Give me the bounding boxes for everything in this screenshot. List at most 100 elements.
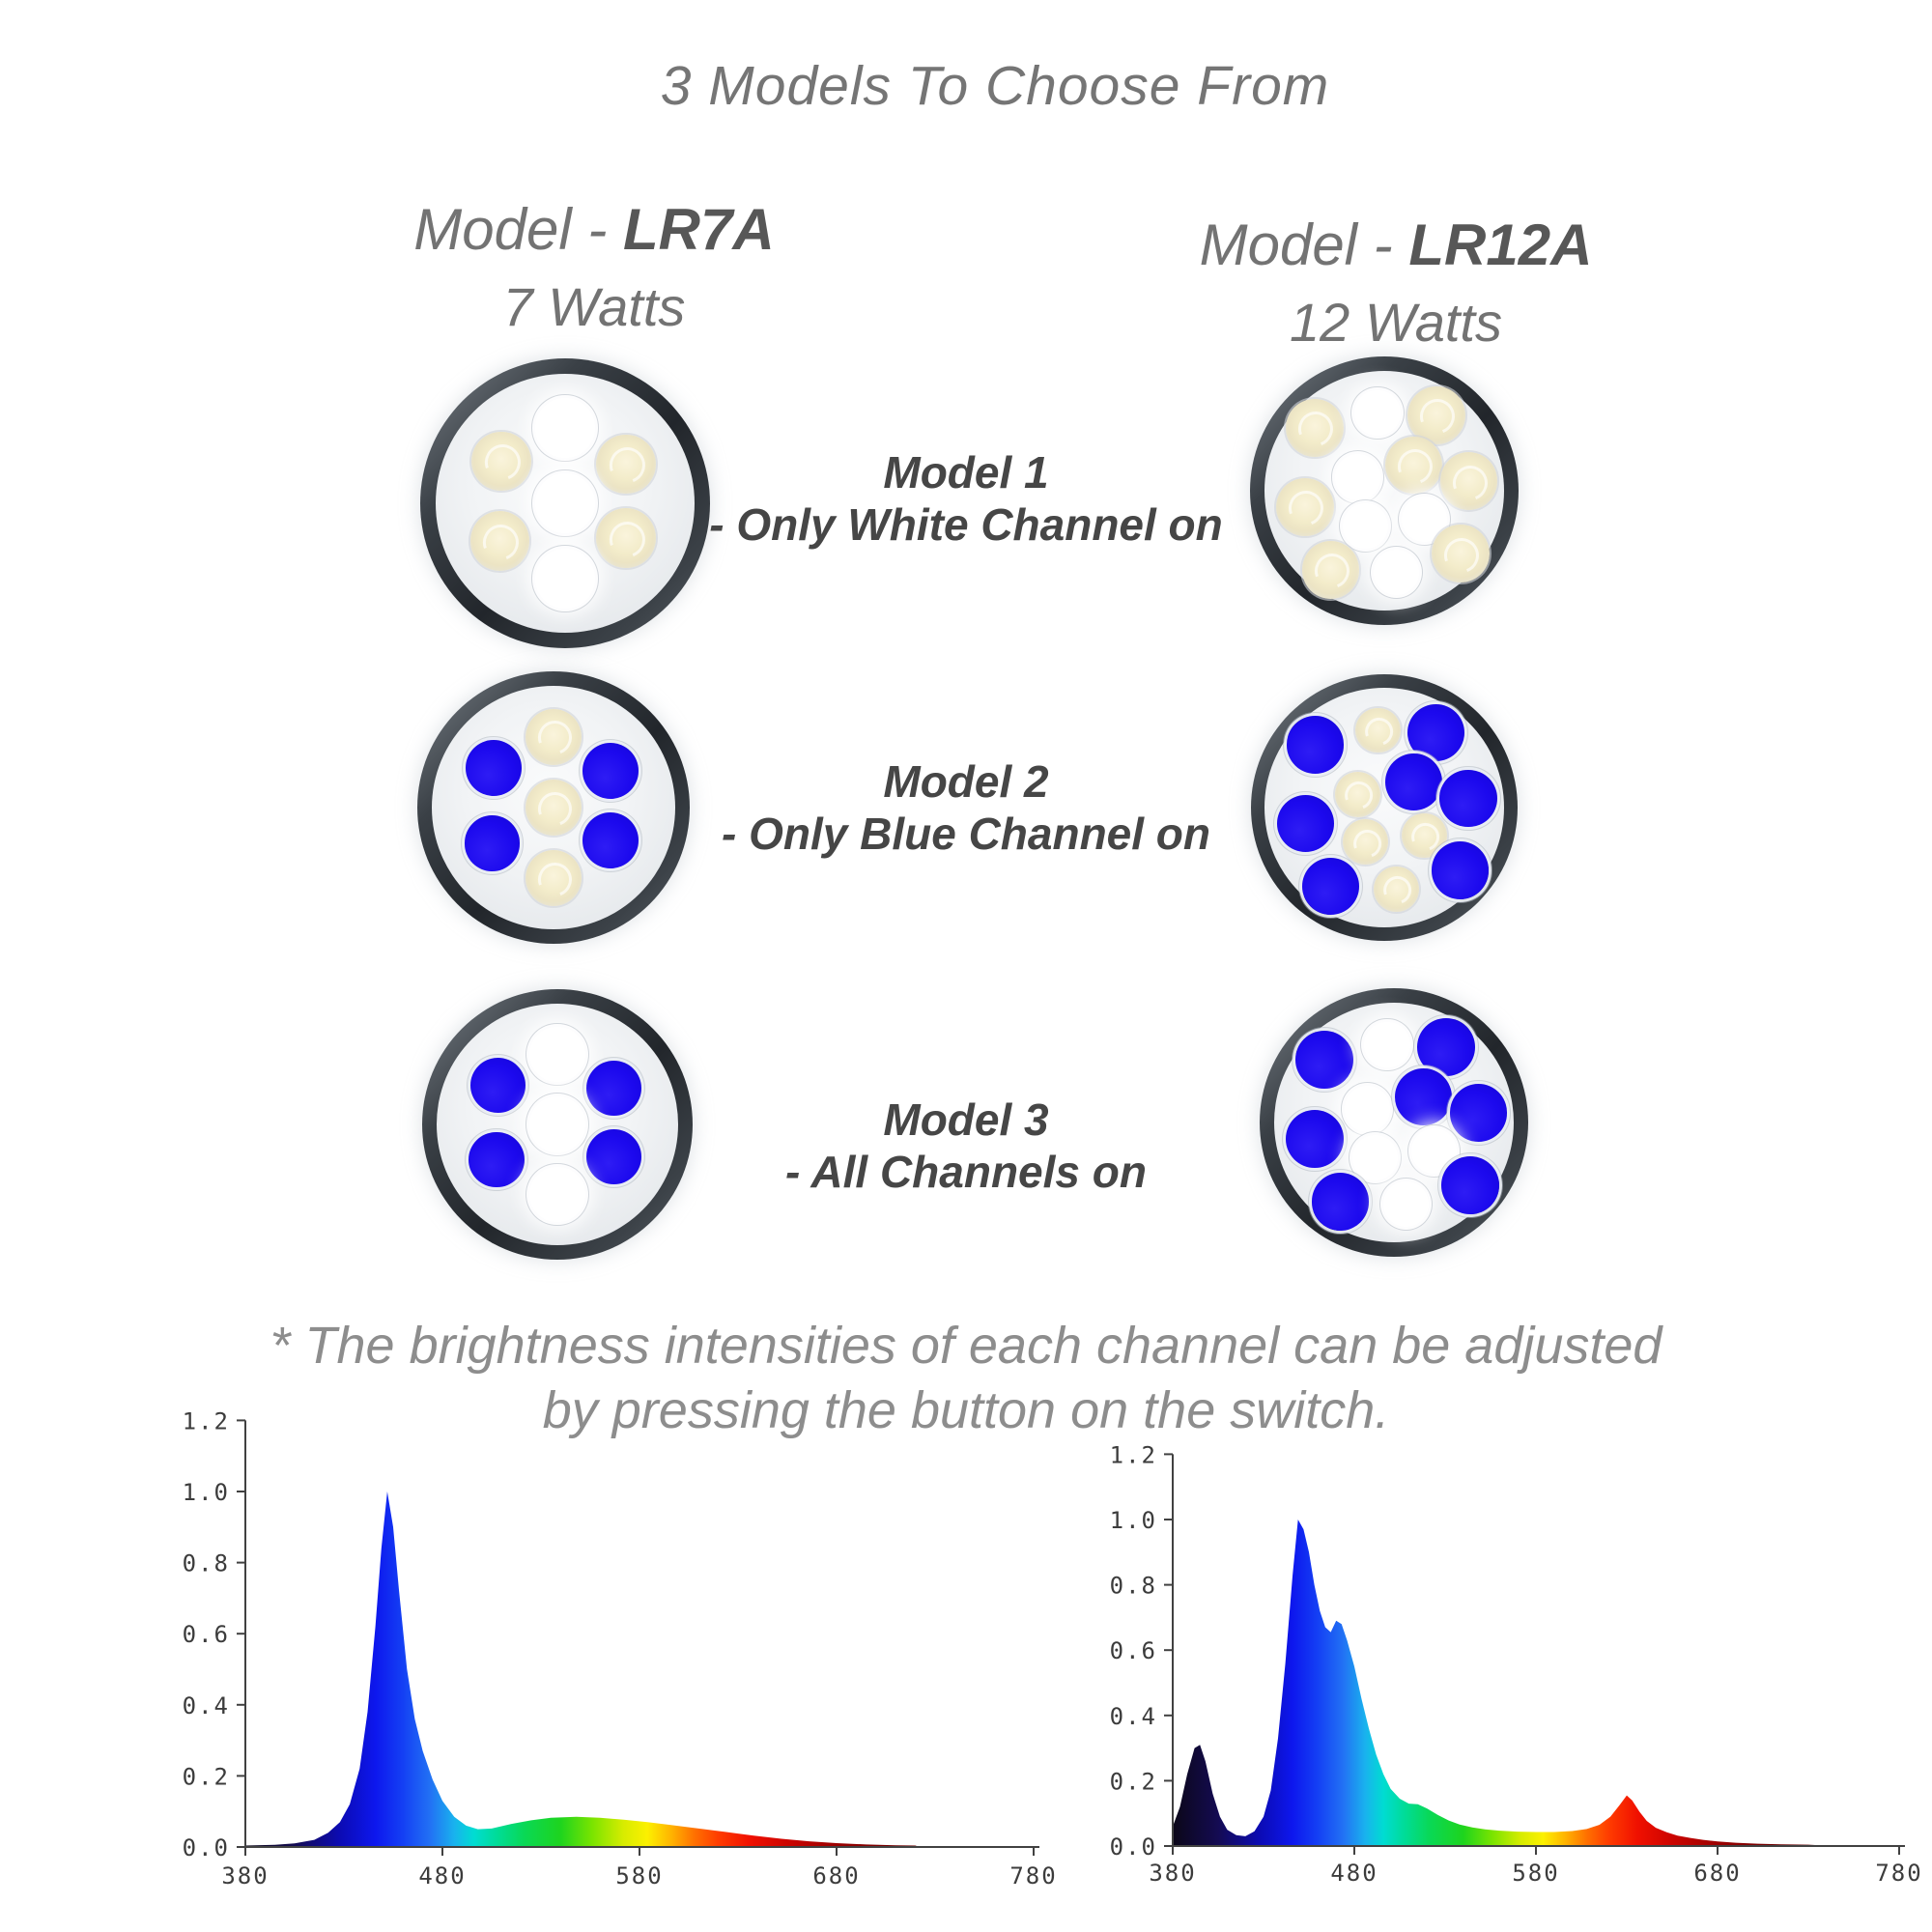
- led-off: [1285, 398, 1344, 457]
- led-white-on: [1373, 550, 1420, 596]
- y-tick-label: 0.4: [183, 1692, 230, 1719]
- led-off: [1373, 866, 1419, 912]
- led-white-on: [529, 1167, 585, 1223]
- x-tick-label: 480: [418, 1862, 466, 1889]
- led-off: [1384, 436, 1443, 495]
- caption-model1: Model 1 - Only White Channel on: [580, 446, 1352, 551]
- led-lens-swirl: [532, 786, 578, 832]
- x-tick-label: 780: [1009, 1862, 1057, 1889]
- lamp-lr7a-model2: [417, 671, 690, 944]
- caption-title: Model 1: [883, 447, 1049, 497]
- led-blue-on: [469, 1057, 526, 1114]
- led-blue-on: [1384, 753, 1443, 811]
- led-blue-on: [586, 1060, 642, 1116]
- led-lens-swirl: [1360, 712, 1399, 752]
- y-tick-label: 1.2: [1110, 1441, 1157, 1468]
- watts-label: 7 Watts: [502, 276, 686, 337]
- led-blue-on: [1311, 1173, 1370, 1231]
- led-blue-on: [582, 811, 639, 868]
- y-tick-label: 0.8: [183, 1550, 230, 1577]
- lamp-lr12a-model3: [1260, 988, 1528, 1257]
- led-off: [1276, 477, 1334, 536]
- led-off: [1334, 771, 1380, 817]
- led-off: [469, 511, 530, 571]
- column-header-lr7a: Model - LR7A 7 Watts: [343, 191, 845, 346]
- led-white-on: [535, 473, 595, 533]
- y-tick-label: 0.8: [1110, 1573, 1157, 1600]
- page-title: 3 Models To Choose From: [660, 55, 1330, 117]
- led-off: [1343, 819, 1389, 866]
- model-label-prefix: Model -: [413, 197, 624, 262]
- led-blue-on: [1286, 716, 1344, 774]
- lamp-lr7a-model3: [422, 989, 693, 1260]
- spectrum-chart-lr12a: 0.0 0.2 0.4 0.6 0.8 1.0 1.2 380 480 580 680 780: [1110, 1441, 1922, 1887]
- led-white-on: [1351, 1134, 1399, 1180]
- footnote-line1: * The brightness intensities of each cha…: [270, 1317, 1662, 1375]
- model-code: LR7A: [623, 197, 775, 262]
- spectrum-area: [1173, 1520, 1834, 1846]
- column-header-lr12a: Model - LR12A 12 Watts: [1145, 207, 1647, 361]
- led-white-on: [1364, 1021, 1410, 1067]
- led-off: [1301, 541, 1360, 599]
- led-blue-on: [1439, 769, 1497, 827]
- led-blue-on: [586, 1128, 642, 1185]
- led-lens-swirl: [478, 439, 526, 487]
- model-label-prefix: Model -: [1199, 213, 1409, 277]
- led-blue-on: [466, 740, 522, 796]
- caption-model2: Model 2 - Only Blue Channel on: [580, 755, 1352, 860]
- led-white-on: [535, 549, 595, 609]
- led-off: [596, 508, 656, 568]
- caption-desc: - Only Blue Channel on: [721, 809, 1211, 859]
- led-lens-swirl: [1414, 393, 1462, 440]
- led-off: [526, 780, 582, 836]
- led-blue-on: [1449, 1084, 1508, 1143]
- caption-model3: Model 3 - All Channels on: [580, 1094, 1352, 1198]
- led-blue-on: [1394, 1067, 1453, 1126]
- led-off: [471, 431, 531, 492]
- led-off: [1407, 386, 1466, 445]
- led-off: [526, 708, 582, 765]
- lamp-lr12a-model2: [1251, 674, 1518, 941]
- led-blue-on: [1431, 841, 1490, 899]
- led-white-on: [1334, 454, 1380, 500]
- y-tick-label: 1.0: [1110, 1507, 1157, 1534]
- x-tick-label: 780: [1875, 1860, 1922, 1887]
- y-tick-label: 0.2: [183, 1763, 230, 1790]
- y-tick-label: 0.0: [1110, 1833, 1157, 1861]
- led-lens-swirl: [1293, 406, 1339, 452]
- led-white-on: [529, 1096, 585, 1152]
- led-blue-on: [1407, 704, 1465, 762]
- led-white-on: [1354, 389, 1401, 436]
- led-white-on: [529, 1026, 585, 1082]
- led-lens-swirl: [532, 715, 578, 761]
- spectrum-area: [245, 1492, 920, 1847]
- x-tick-label: 380: [1149, 1860, 1196, 1887]
- led-blue-on: [1417, 1018, 1476, 1077]
- lamp-lr12a-model1: [1250, 356, 1519, 625]
- led-lens-swirl: [1446, 459, 1493, 506]
- model-name-line: Model - LR7A: [343, 191, 845, 269]
- led-off: [526, 850, 582, 907]
- caption-title: Model 2: [883, 756, 1049, 807]
- led-white-on: [1382, 1181, 1430, 1228]
- led-off: [1432, 525, 1491, 583]
- x-tick-label: 580: [615, 1862, 663, 1889]
- led-lens-swirl: [1308, 548, 1355, 595]
- led-lens-swirl: [532, 857, 578, 902]
- spectrum-chart-lr7a: 0.0 0.2 0.4 0.6 0.8 1.0 1.2 380 480 580 680 780: [183, 1407, 1057, 1889]
- y-tick-label: 0.0: [183, 1834, 230, 1861]
- led-blue-on: [1441, 1156, 1500, 1215]
- led-white-on: [535, 398, 595, 458]
- y-tick-label: 0.6: [183, 1621, 230, 1648]
- x-tick-label: 480: [1330, 1860, 1378, 1887]
- led-off: [1439, 452, 1498, 511]
- led-blue-on: [1276, 794, 1335, 853]
- led-lens-swirl: [477, 518, 526, 566]
- x-tick-label: 380: [221, 1862, 269, 1889]
- x-tick-label: 680: [812, 1862, 860, 1889]
- led-lens-swirl: [1391, 442, 1438, 490]
- watts-label: 12 Watts: [1290, 292, 1502, 353]
- caption-desc: - Only White Channel on: [709, 499, 1223, 550]
- led-off: [596, 434, 656, 495]
